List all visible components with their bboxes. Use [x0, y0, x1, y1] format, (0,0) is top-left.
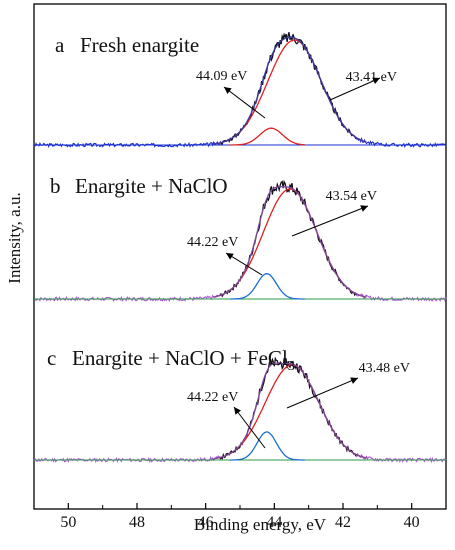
- peak-arrow-line-c-minor: [233, 406, 266, 449]
- x-tick-label-50: 50: [60, 514, 76, 531]
- peak-label-a-minor: 44.09 eV: [196, 69, 247, 84]
- panel-title-subscript-c: 3: [288, 359, 295, 374]
- series-raw-noise-b: [33, 180, 447, 303]
- y-axis-label: Intensity, a.u.: [5, 192, 24, 283]
- panel-title-b: Enargite + NaClO: [75, 174, 228, 198]
- series-fit-minor-a: [230, 127, 305, 146]
- peak-arrow-head-b-minor: [226, 253, 234, 260]
- panel-a: a Fresh enargite 43.41 eV 44.09 eV: [33, 32, 447, 149]
- peak-label-c-minor: 44.22 eV: [187, 390, 238, 405]
- peak-label-c-main: 43.48 eV: [359, 361, 410, 376]
- x-tick-label-40: 40: [404, 514, 420, 531]
- peak-arrow-line-a-main: [329, 77, 381, 101]
- peak-arrow-head-c-minor: [234, 407, 241, 415]
- panel-letter-c: c: [47, 346, 56, 370]
- series-raw-a: [219, 32, 357, 145]
- panel-title-c: Enargite + NaClO + FeCl3: [72, 346, 295, 374]
- panel-letter-b: b: [50, 174, 61, 198]
- peak-arrow-head-b-main: [360, 205, 368, 212]
- panel-title-a: Fresh enargite: [80, 33, 199, 57]
- peak-arrow-head-a-minor: [224, 87, 232, 94]
- peak-arrow-head-a-main: [372, 77, 380, 84]
- peak-arrow-head-c-main: [350, 377, 358, 384]
- peak-label-b-main: 43.54 eV: [326, 189, 377, 204]
- x-tick-label-44: 44: [266, 514, 282, 531]
- series-envelope-a: [213, 36, 367, 145]
- peak-arrow-line-a-minor: [223, 86, 266, 119]
- panel-c: c Enargite + NaClO + FeCl3 43.48 eV 44.22 e…: [33, 346, 447, 464]
- panels-layer: a Fresh enargite 43.41 eV 44.09 eV b Enargite…: [33, 32, 447, 464]
- peak-arrow-line-c-main: [286, 377, 359, 409]
- x-axis-label: Binding energy, eV: [194, 515, 327, 534]
- series-envelope-c: [213, 362, 367, 460]
- peak-arrow-line-b-main: [291, 205, 369, 237]
- series-envelope-b: [213, 186, 367, 298]
- series-fit-minor-c: [230, 431, 305, 461]
- x-tick-label-42: 42: [335, 514, 351, 531]
- panel-b: b Enargite + NaClO 43.54 eV 44.22 eV: [33, 174, 447, 303]
- series-fit-main-a: [213, 39, 367, 145]
- x-tick-label-46: 46: [198, 514, 214, 531]
- series-fit-minor-b: [230, 273, 305, 300]
- x-axis-ticks: 50 48 46 44 42 40: [60, 503, 420, 531]
- peak-label-a-main: 43.41 eV: [346, 70, 397, 85]
- peak-arrow-line-b-minor: [225, 252, 263, 276]
- panel-letter-a: a: [55, 33, 65, 57]
- x-tick-label-48: 48: [129, 514, 145, 531]
- peak-label-b-minor: 44.22 eV: [187, 235, 238, 250]
